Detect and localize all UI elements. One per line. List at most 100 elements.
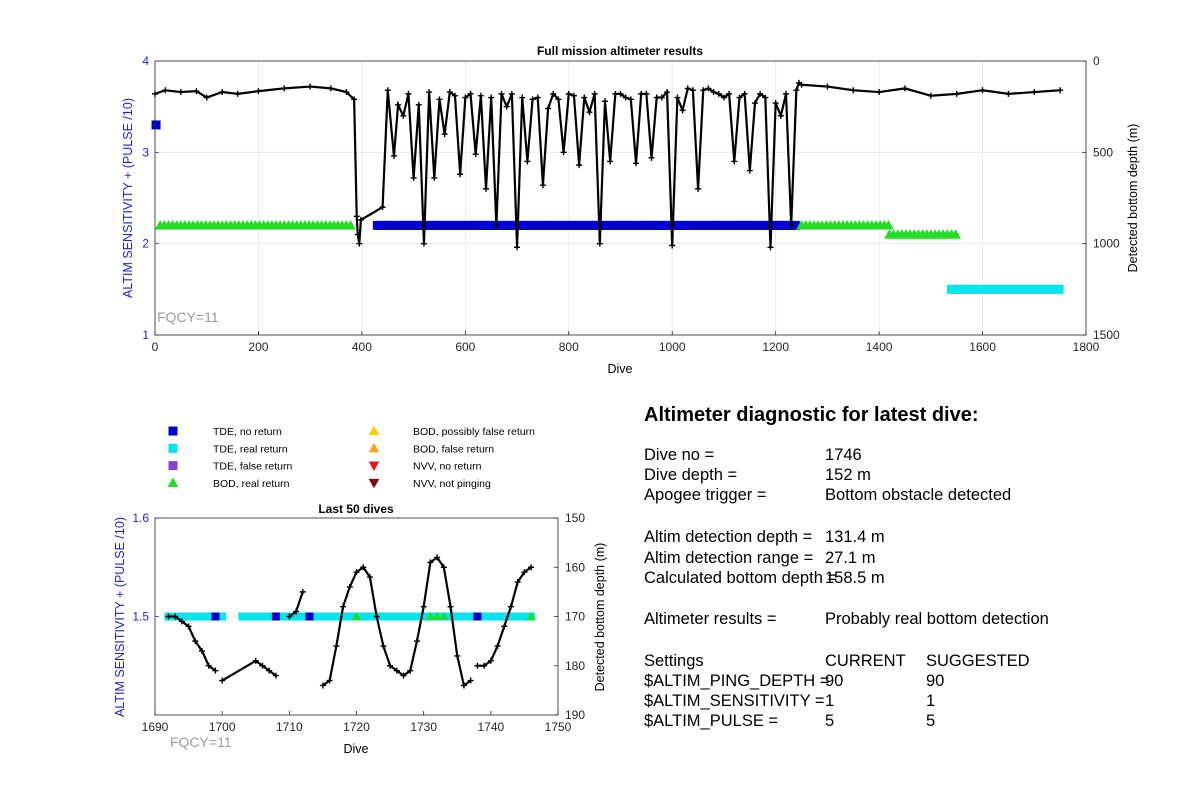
depth-point <box>366 574 373 581</box>
y2-tick-label: 150 <box>565 511 585 525</box>
legend-label: TDE, real return <box>213 443 288 455</box>
depth-point <box>674 94 681 101</box>
bottom-fqcy-annotation: FQCY=11 <box>170 734 232 750</box>
depth-point <box>272 672 279 679</box>
depth-point <box>705 85 712 92</box>
pulse-current: 5 <box>825 712 835 730</box>
depth-point <box>762 94 769 101</box>
y-tick-label: 1.6 <box>132 511 149 525</box>
depth-point <box>266 667 273 674</box>
top-plot-area <box>155 61 1086 335</box>
legend-label: BOD, real return <box>213 478 290 490</box>
depth-point <box>379 204 386 211</box>
depth-point <box>570 92 577 99</box>
x-tick-label: 1800 <box>1073 340 1100 354</box>
x-tick-label: 1730 <box>410 720 437 734</box>
depth-point <box>373 613 380 620</box>
depth-point <box>474 662 481 669</box>
depth-point <box>501 623 508 630</box>
depth-point <box>627 96 634 103</box>
x-tick-label: 0 <box>152 340 159 354</box>
marker <box>298 612 307 621</box>
marker <box>379 612 388 621</box>
depth-point <box>741 90 748 97</box>
x-tick-label: 1710 <box>276 720 303 734</box>
legend-marker <box>168 461 178 471</box>
depth-point <box>746 167 753 174</box>
depth-point <box>494 643 501 650</box>
depth-point <box>340 603 347 610</box>
marker <box>359 612 368 621</box>
depth-point <box>772 100 779 107</box>
depth-point <box>420 603 427 610</box>
depth-point <box>710 89 717 96</box>
ping-depth-label: $ALTIM_PING_DEPTH = <box>644 672 830 690</box>
detect-range-value: 27.1 m <box>825 549 876 567</box>
marker <box>151 120 161 130</box>
legend: TDE, no return TDE, real return TDE, false… <box>167 425 535 490</box>
depth-point <box>850 87 857 94</box>
marker <box>258 612 267 621</box>
depth-point <box>658 94 665 101</box>
depth-point <box>596 240 603 247</box>
depth-point <box>514 244 521 251</box>
depth-point <box>524 158 531 165</box>
depth-point <box>1031 89 1038 96</box>
depth-point <box>793 87 800 94</box>
depth-point <box>193 88 200 95</box>
depth-point <box>172 613 179 620</box>
y-tick-label: 1 <box>142 328 149 342</box>
marker <box>883 220 894 230</box>
bottom-markers <box>164 611 536 621</box>
depth-point <box>565 90 572 97</box>
depth-point <box>622 94 629 101</box>
depth-point <box>219 89 226 96</box>
bottom-right-y-axis-label: Detected bottom depth (m) <box>593 543 607 692</box>
marker <box>480 612 489 621</box>
depth-point <box>413 638 420 645</box>
depth-point <box>1057 87 1064 94</box>
top-x-axis-label: Dive <box>607 362 632 376</box>
depth-point <box>203 94 210 101</box>
depth-point <box>395 101 402 108</box>
marker <box>486 612 495 621</box>
dive-depth-value: 152 m <box>825 466 871 484</box>
legend-label: BOD, possibly false return <box>413 426 535 438</box>
depth-point <box>415 101 422 108</box>
marker <box>177 612 186 621</box>
top-axes-box <box>154 60 1087 336</box>
depth-point <box>664 89 671 96</box>
depth-point <box>643 90 650 97</box>
depth-point <box>487 657 494 664</box>
marker <box>399 612 408 621</box>
depth-point <box>390 152 397 159</box>
marker <box>419 612 428 621</box>
depth-point <box>454 652 461 659</box>
marker <box>292 612 301 621</box>
depth-point <box>405 90 412 97</box>
ping-depth-suggested: 90 <box>926 672 945 690</box>
y2-tick-label: 500 <box>1093 145 1113 159</box>
top-markers <box>151 120 1064 294</box>
depth-point <box>601 98 608 105</box>
depth-point <box>293 608 300 615</box>
depth-point <box>488 94 495 101</box>
legend-marker <box>368 425 380 436</box>
diagnostic-title: Altimeter diagnostic for latest dive: <box>644 404 979 426</box>
marker <box>439 611 449 621</box>
depth-point <box>319 682 326 689</box>
depth-point <box>824 83 831 90</box>
x-tick-label: 800 <box>559 340 579 354</box>
depth-point <box>979 87 986 94</box>
depth-point <box>534 94 541 101</box>
depth-point <box>467 90 474 97</box>
marker <box>406 612 415 621</box>
bottom-ticks: 1690 1700 1710 1720 1730 1740 1750 1.5 1.6 150 160… <box>132 511 585 734</box>
marker <box>466 612 475 621</box>
detect-range-label: Altim detection range = <box>644 549 814 567</box>
depth-point <box>788 222 795 229</box>
depth-point <box>798 81 805 88</box>
depth-point <box>653 94 660 101</box>
depth-point <box>901 85 908 92</box>
depth-point <box>612 90 619 97</box>
